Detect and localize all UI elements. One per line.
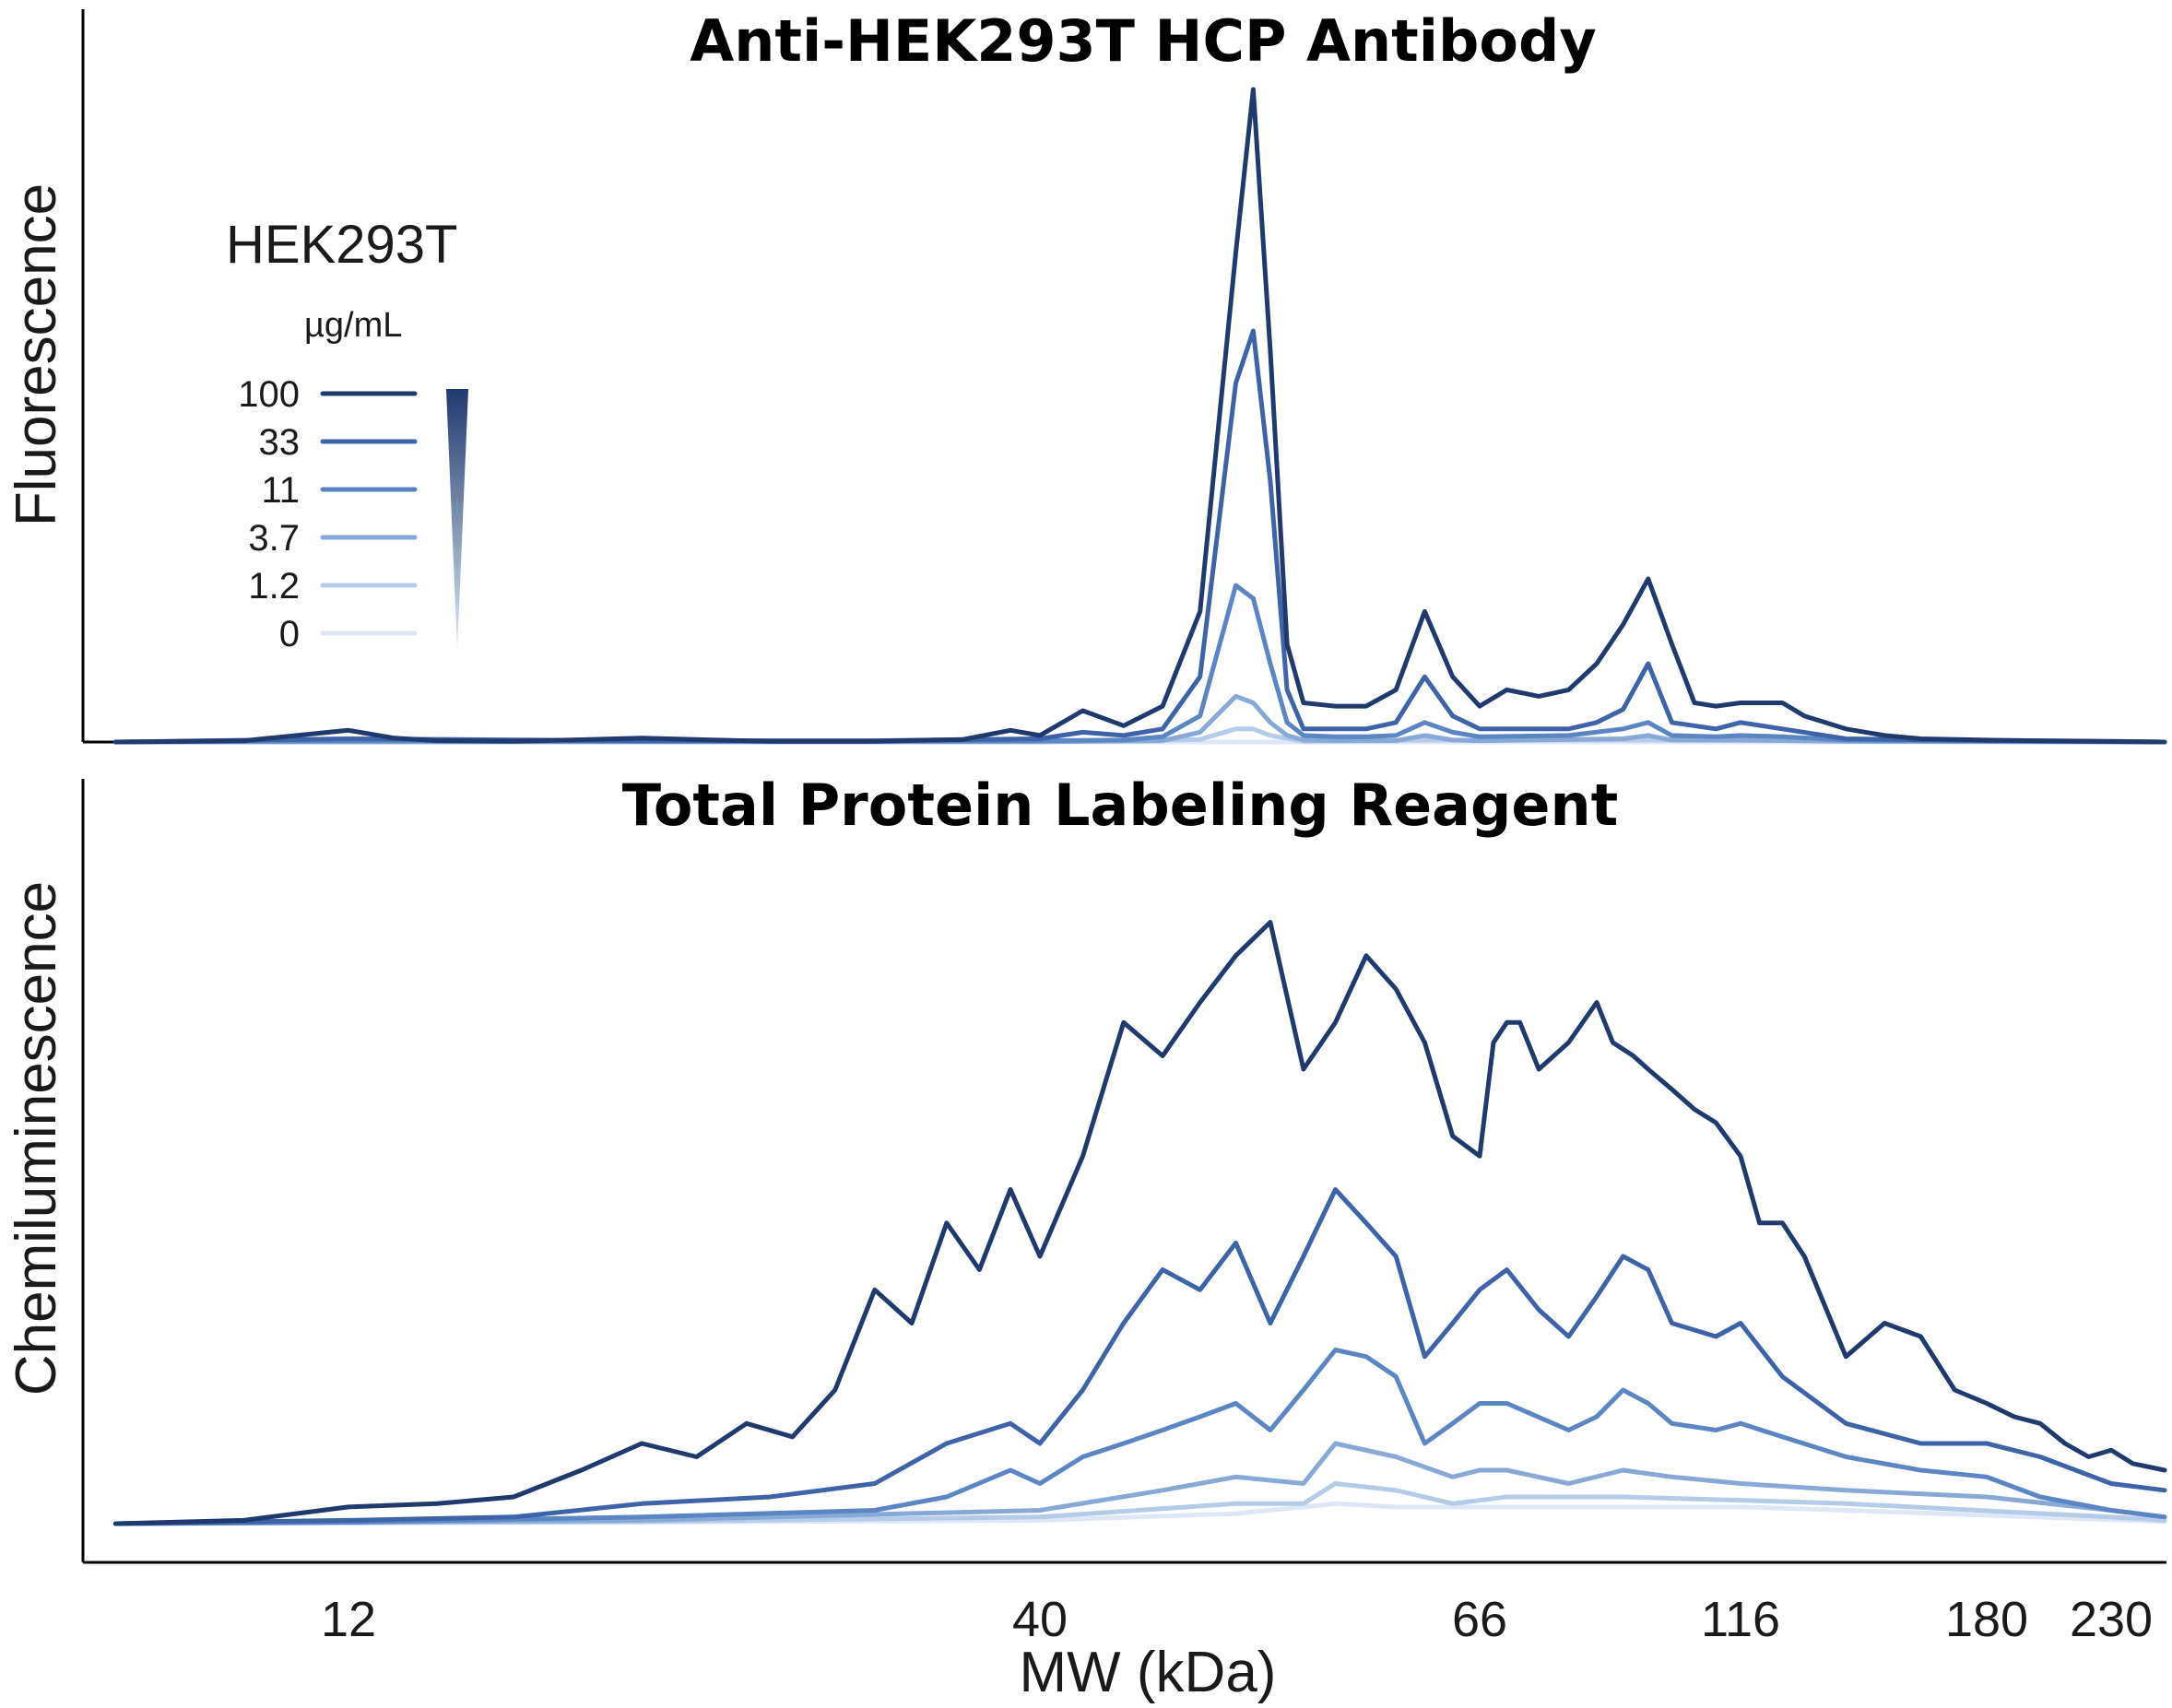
legend-label: 100 (238, 374, 300, 415)
series-line-33 (112, 328, 2167, 745)
legend-label: 1.2 (248, 566, 300, 607)
top-panel-y-label: Fluorescence (5, 183, 68, 526)
legend-unit: µg/mL (304, 306, 402, 345)
bottom-panel-title: Total Protein Labeling Reagent (622, 772, 1618, 839)
x-tick-label: 12 (321, 1592, 376, 1647)
series-line-11 (112, 1348, 2167, 1526)
series-line-3-7 (112, 693, 2167, 745)
series-line-100 (112, 920, 2167, 1526)
top-panel-title: Anti-HEK293T HCP Antibody (690, 7, 1597, 75)
x-tick-labels: 12 40 66 116 180 230 (321, 1592, 2153, 1647)
x-tick-label: 66 (1452, 1592, 1507, 1647)
legend-title: HEK293T (226, 215, 457, 275)
series-line-1-2 (112, 1481, 2167, 1526)
legend-gradient-wedge (446, 389, 468, 650)
bottom-panel-y-label: Chemiluminescence (5, 881, 68, 1396)
legend-label: 33 (259, 422, 301, 463)
series-line-33 (112, 1187, 2167, 1526)
x-tick-label: 230 (2070, 1592, 2153, 1647)
series-line-100 (112, 87, 2167, 745)
x-tick-label: 116 (1701, 1592, 1780, 1647)
legend-label: 3.7 (248, 518, 300, 559)
bottom-panel-series (112, 920, 2167, 1526)
top-panel-series (112, 87, 2167, 745)
series-line-0 (112, 1501, 2167, 1526)
series-line-3-7 (112, 1441, 2167, 1526)
x-tick-label: 40 (1012, 1592, 1068, 1647)
x-tick-label: 180 (1945, 1592, 2028, 1647)
series-line-11 (112, 583, 2167, 745)
x-axis-label: MW (kDa) (1020, 1641, 1277, 1704)
legend-label: 11 (261, 470, 300, 511)
legend-items: 100 33 11 3.7 1.2 0 (238, 374, 418, 654)
legend: HEK293T µg/mL 100 33 11 3.7 1.2 0 (226, 215, 468, 654)
legend-label: 0 (279, 614, 300, 654)
